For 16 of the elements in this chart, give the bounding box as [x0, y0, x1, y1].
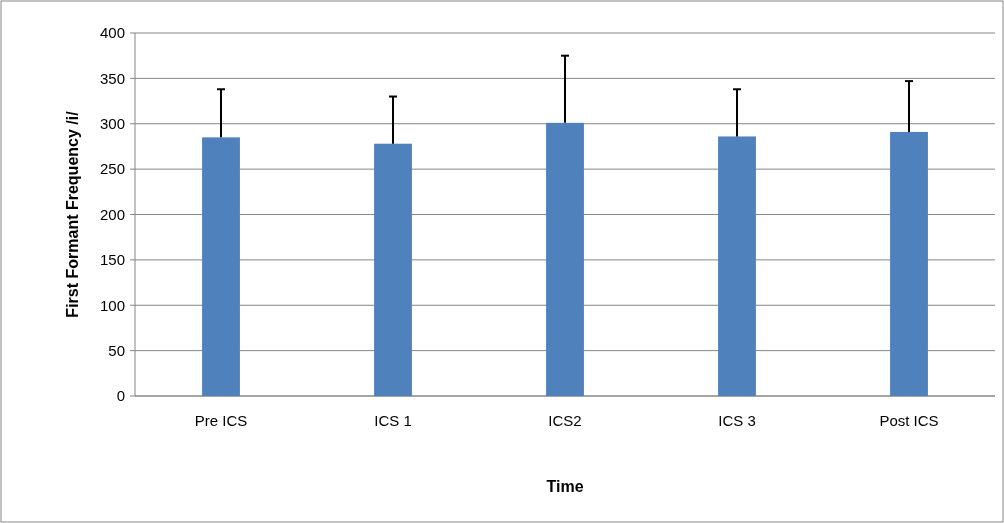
y-tick-label: 250: [99, 160, 125, 178]
y-tick-label: 150: [99, 251, 125, 269]
y-tick-label: 0: [116, 387, 125, 405]
y-tick-label: 300: [99, 115, 125, 132]
x-tick-label: ICS 3: [718, 412, 756, 429]
y-tick-label: 100: [99, 296, 125, 314]
y-tick-label: 50: [108, 341, 125, 359]
y-tick-label: 200: [99, 205, 125, 223]
y-tick-label: 350: [99, 69, 125, 87]
y-tick-label: 400: [99, 24, 125, 42]
x-tick-label: Post ICS: [879, 412, 939, 429]
x-tick-label: Pre ICS: [194, 412, 248, 429]
y-axis-title: First Formant Frequency /i/: [64, 110, 81, 318]
x-tick-label: ICS2: [548, 412, 582, 429]
x-axis-title: Time: [546, 478, 584, 495]
x-tick-label: ICS 1: [374, 412, 412, 429]
